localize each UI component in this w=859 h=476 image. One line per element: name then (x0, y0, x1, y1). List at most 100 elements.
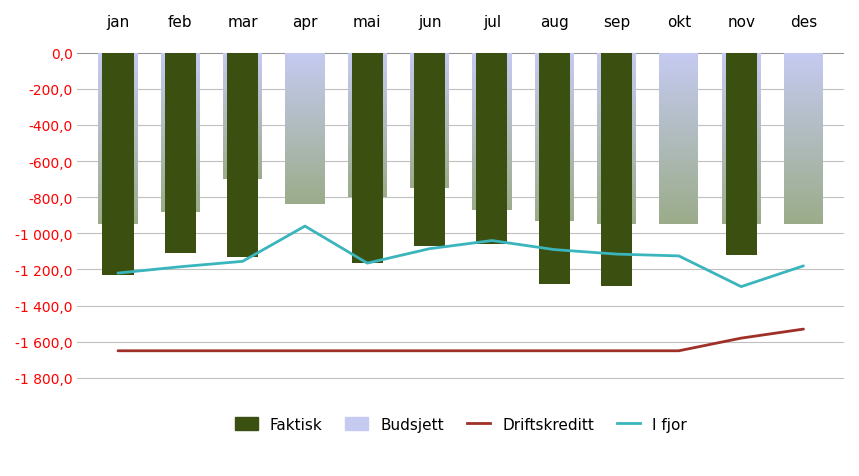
Bar (223, 134, 262, 136)
Bar (534, 117, 574, 119)
Bar (410, 143, 449, 145)
Bar (534, 87, 574, 89)
Bar (784, 169, 823, 171)
Bar (161, 119, 200, 121)
Bar (534, 190, 574, 192)
Bar (472, 67, 511, 69)
Bar (784, 66, 823, 69)
Bar (348, 194, 387, 196)
Bar (410, 80, 449, 82)
Bar (285, 165, 325, 167)
Bar (285, 74, 325, 76)
Bar (410, 165, 449, 167)
Bar (597, 188, 637, 190)
Bar (223, 126, 262, 128)
Bar (410, 87, 449, 89)
Bar (348, 70, 387, 71)
Bar (722, 163, 761, 165)
Bar (410, 106, 449, 108)
Bar (784, 223, 823, 225)
Bar (784, 129, 823, 130)
Bar (223, 106, 262, 107)
Bar (722, 178, 761, 180)
Bar (223, 145, 262, 147)
Bar (223, 121, 262, 123)
Bar (223, 123, 262, 125)
Bar (223, 65, 262, 66)
Bar (285, 107, 325, 109)
Bar (285, 63, 325, 65)
Bar (102, 53, 133, 275)
Bar (223, 170, 262, 172)
Bar (285, 182, 325, 184)
Bar (722, 56, 761, 58)
Bar (348, 53, 387, 55)
Bar (99, 167, 137, 169)
Bar (472, 179, 511, 181)
Bar (285, 93, 325, 95)
Bar (161, 177, 200, 178)
Bar (348, 156, 387, 158)
Bar (99, 83, 137, 86)
Bar (285, 156, 325, 158)
Bar (410, 182, 449, 184)
Bar (597, 116, 637, 118)
Bar (472, 107, 511, 109)
Bar (659, 77, 698, 79)
Bar (722, 159, 761, 160)
Bar (472, 198, 511, 200)
Bar (472, 122, 511, 124)
Bar (161, 121, 200, 123)
Bar (99, 201, 137, 203)
Bar (784, 126, 823, 129)
Bar (285, 154, 325, 156)
Bar (472, 91, 511, 93)
Bar (348, 174, 387, 176)
Bar (223, 91, 262, 93)
Bar (597, 56, 637, 58)
Bar (472, 185, 511, 187)
Bar (285, 84, 325, 86)
Bar (410, 159, 449, 160)
Bar (223, 131, 262, 132)
Bar (410, 62, 449, 64)
Bar (223, 137, 262, 139)
Bar (99, 133, 137, 135)
Bar (99, 143, 137, 146)
Bar (161, 182, 200, 184)
Bar (348, 126, 387, 128)
Bar (223, 63, 262, 65)
Legend: Faktisk, Budsjett, Driftskreditt, I fjor: Faktisk, Budsjett, Driftskreditt, I fjor (235, 416, 687, 432)
Bar (722, 182, 761, 184)
Bar (285, 159, 325, 161)
Bar (659, 203, 698, 206)
Bar (285, 178, 325, 180)
Bar (285, 167, 325, 169)
Bar (161, 115, 200, 117)
Bar (784, 195, 823, 197)
Bar (784, 208, 823, 210)
Bar (410, 163, 449, 165)
Bar (659, 124, 698, 126)
Bar (161, 73, 200, 75)
Bar (223, 128, 262, 129)
Bar (348, 113, 387, 115)
Bar (597, 124, 637, 126)
Bar (99, 99, 137, 100)
Bar (348, 196, 387, 198)
Bar (348, 180, 387, 181)
Bar (410, 177, 449, 178)
Bar (161, 101, 200, 103)
Bar (348, 151, 387, 153)
Bar (223, 150, 262, 151)
Bar (722, 184, 761, 186)
Bar (659, 218, 698, 220)
Bar (597, 122, 637, 124)
Bar (285, 82, 325, 84)
Bar (534, 196, 574, 198)
Bar (472, 128, 511, 130)
Bar (472, 134, 511, 136)
Bar (348, 111, 387, 113)
Bar (534, 144, 574, 146)
Bar (534, 159, 574, 160)
